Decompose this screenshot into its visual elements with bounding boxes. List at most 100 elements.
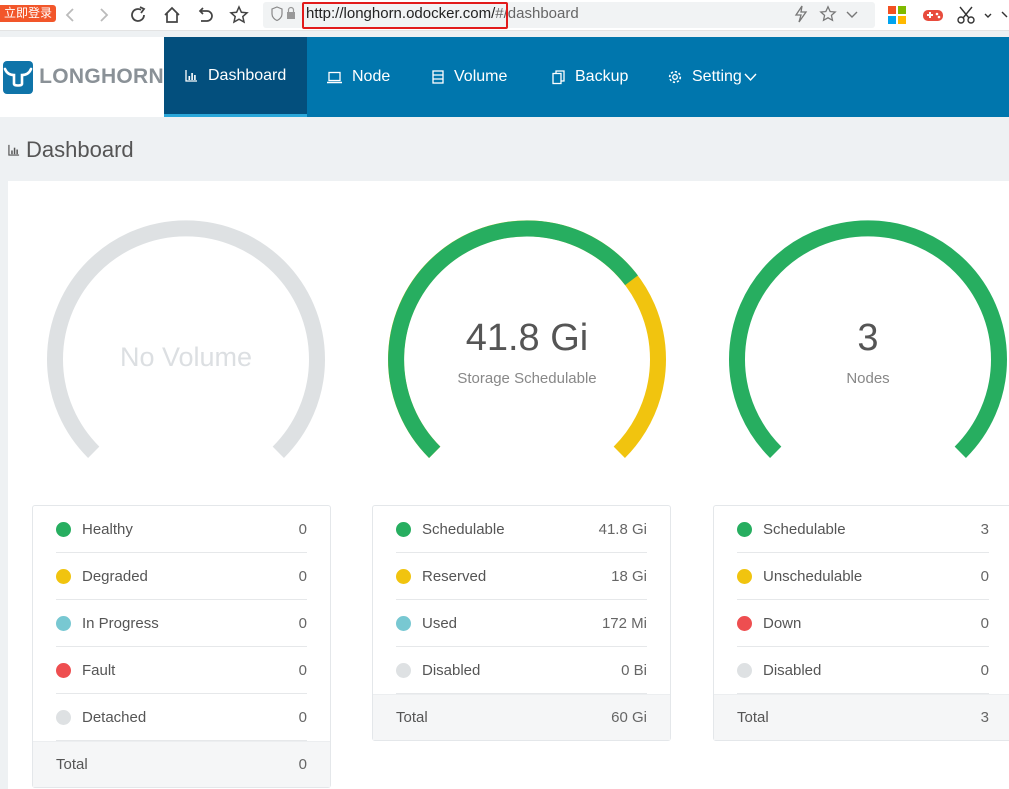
stat-value: 0 (298, 567, 307, 585)
longhorn-logo-icon (3, 60, 34, 94)
url-highlight-box (302, 2, 508, 29)
list-item[interactable]: Fault 0 (56, 647, 307, 694)
list-item[interactable]: Reserved 18 Gi (396, 553, 647, 600)
page-title-text: Dashboard (26, 137, 134, 162)
stat-label: Disabled (422, 661, 481, 679)
stat-label: Detached (82, 708, 147, 726)
stat-value: 3 (980, 520, 989, 538)
nodes-gauge-chart (729, 220, 1007, 458)
scissors-icon[interactable] (957, 6, 975, 24)
chevron-down-icon (744, 72, 757, 82)
volume-icon (432, 70, 444, 84)
reload-icon[interactable] (126, 3, 150, 27)
apps-grid-icon[interactable] (888, 6, 906, 24)
healthy-dot-icon (56, 521, 71, 537)
volume-gauge-chart (47, 220, 325, 458)
stat-value: 0 Bi (621, 661, 647, 679)
schedulable-dot-icon (737, 521, 752, 537)
list-item[interactable]: Down 0 (737, 600, 989, 647)
nodes-gauge-value: 3 (857, 317, 879, 359)
nodes-gauge-schedulable (729, 220, 1007, 458)
stat-value: 0 (980, 661, 989, 679)
url-text[interactable]: http://longhorn.odocker.com/#/dashboard (306, 5, 579, 22)
nav-setting[interactable]: Setting (668, 37, 757, 117)
logo[interactable]: LONGHORN (0, 37, 164, 117)
logo-text: LONGHORN (39, 65, 164, 88)
list-item[interactable]: Schedulable 3 (737, 506, 989, 553)
nodes-gauge: 3 Nodes (725, 218, 1009, 468)
list-item[interactable]: Used 172 Mi (396, 600, 647, 647)
list-item[interactable]: Degraded 0 (56, 553, 307, 600)
list-item[interactable]: In Progress 0 (56, 600, 307, 647)
total-label: Total (737, 709, 769, 726)
nav-volume-label: Volume (454, 68, 508, 85)
chevron-down-icon[interactable] (845, 5, 859, 27)
nodes-gauge-label: Nodes (846, 370, 890, 387)
undo-icon[interactable] (193, 3, 217, 27)
reserved-dot-icon (396, 568, 411, 584)
stat-value: 0 (298, 520, 307, 538)
stat-label: Down (763, 614, 802, 632)
total-label: Total (56, 756, 88, 773)
schedulable-dot-icon (396, 521, 411, 537)
home-icon[interactable] (160, 3, 184, 27)
list-item[interactable]: Disabled 0 Bi (396, 647, 647, 694)
stat-value: 172 Mi (601, 614, 647, 632)
stat-value: 18 Gi (611, 567, 647, 585)
bookmark-star-icon[interactable] (227, 3, 251, 27)
disabled-dot-icon (396, 662, 411, 678)
total-value: 60 Gi (611, 709, 647, 726)
forward-icon[interactable] (92, 3, 116, 27)
stat-label: Unschedulable (763, 567, 863, 585)
list-item[interactable]: Healthy 0 (56, 506, 307, 553)
list-item[interactable]: Unschedulable 0 (737, 553, 989, 600)
lightning-icon[interactable] (794, 5, 808, 27)
fault-dot-icon (56, 662, 71, 678)
shield-icon (270, 6, 300, 25)
stat-label: Used (422, 614, 458, 632)
stat-label: Schedulable (422, 520, 505, 538)
nav-node-label: Node (352, 68, 391, 85)
nodes-stats-card: Schedulable 3 Unschedulable 0 Down 0 Dis… (713, 505, 1009, 741)
stat-value: 0 (980, 614, 989, 632)
storage-gauge-label: Storage Schedulable (457, 370, 597, 387)
bar-chart-icon (185, 69, 198, 82)
storage-gauge-schedulable (388, 220, 638, 458)
total-row: Total 0 (33, 741, 330, 787)
nav-dashboard[interactable]: Dashboard (164, 37, 307, 117)
back-icon[interactable] (58, 3, 82, 27)
stat-value: 0 (298, 661, 307, 679)
total-row: Total 3 (714, 694, 1009, 740)
favorite-star-icon[interactable] (819, 5, 837, 27)
game-controller-icon[interactable] (922, 6, 943, 24)
nav-setting-label: Setting (692, 68, 742, 85)
address-bar[interactable] (263, 2, 875, 28)
url-host: http://longhorn.odocker.com/ (306, 5, 496, 22)
stat-value: 0 (298, 614, 307, 632)
url-path: #/dashboard (495, 5, 579, 22)
list-item[interactable]: Disabled 0 (737, 647, 989, 694)
stat-value: 0 (298, 708, 307, 726)
used-dot-icon (396, 615, 411, 631)
nav-backup-label: Backup (575, 68, 629, 85)
more-icon[interactable] (1000, 6, 1009, 24)
nav-node[interactable]: Node (327, 37, 390, 117)
list-item[interactable]: Schedulable 41.8 Gi (396, 506, 647, 553)
gear-icon (668, 70, 682, 84)
nav-backup[interactable]: Backup (552, 37, 628, 117)
list-item[interactable]: Detached 0 (56, 694, 307, 741)
bar-chart-icon (8, 144, 20, 156)
nav-dashboard-label: Dashboard (208, 66, 287, 84)
down-dot-icon (737, 615, 752, 631)
login-badge[interactable]: 立即登录 (0, 5, 57, 22)
stat-label: In Progress (82, 614, 159, 632)
stat-value: 41.8 Gi (598, 520, 647, 538)
menu-chevron-icon[interactable] (983, 6, 993, 24)
storage-gauge: 41.8 Gi Storage Schedulable (384, 218, 670, 468)
stat-label: Reserved (422, 567, 487, 585)
volume-gauge-track (47, 220, 325, 458)
nav-volume[interactable]: Volume (432, 37, 507, 117)
storage-gauge-chart (388, 220, 666, 458)
stat-label: Degraded (82, 567, 148, 585)
copy-icon (552, 69, 565, 85)
